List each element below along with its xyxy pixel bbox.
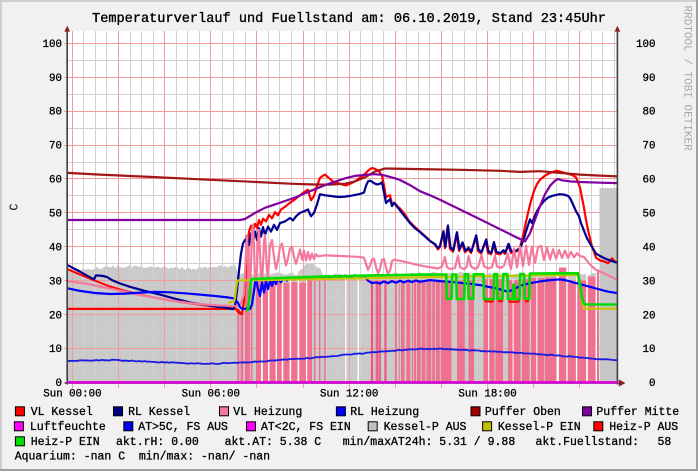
- svg-text:VL Kessel: VL Kessel: [31, 406, 93, 419]
- svg-text:Puffer Oben: Puffer Oben: [485, 406, 561, 419]
- svg-text:40: 40: [49, 242, 62, 254]
- svg-text:VL Heizung: VL Heizung: [233, 406, 302, 419]
- svg-text:40: 40: [643, 242, 656, 254]
- svg-text:90: 90: [49, 73, 62, 85]
- svg-text:58: 58: [658, 436, 672, 449]
- svg-text:AT>5C, FS AUS: AT>5C, FS AUS: [138, 421, 228, 434]
- svg-text:80: 80: [49, 107, 62, 119]
- svg-text:60: 60: [643, 175, 656, 187]
- svg-text:Kessel-P EIN: Kessel-P EIN: [498, 421, 581, 434]
- svg-text:akt.rH: 0.00: akt.rH: 0.00: [116, 436, 199, 449]
- svg-text:10: 10: [49, 344, 62, 356]
- svg-text:Heiz-P AUS: Heiz-P AUS: [609, 421, 678, 434]
- svg-text:Sun 18:00: Sun 18:00: [458, 389, 516, 401]
- svg-text:60: 60: [49, 175, 62, 187]
- svg-text:RRDTOOL / TOBI OETIKER: RRDTOOL / TOBI OETIKER: [681, 6, 693, 152]
- svg-text:50: 50: [643, 209, 656, 221]
- svg-text:0: 0: [649, 378, 655, 390]
- svg-text:Temperaturverlauf und Fuellsta: Temperaturverlauf und Fuellstand am: 06.…: [92, 12, 606, 27]
- svg-text:80: 80: [643, 107, 656, 119]
- svg-text:70: 70: [643, 141, 656, 153]
- svg-text:Sun 06:00: Sun 06:00: [182, 389, 240, 401]
- svg-text:RL Kessel: RL Kessel: [128, 406, 190, 419]
- svg-text:70: 70: [49, 141, 62, 153]
- svg-text:Sun 00:00: Sun 00:00: [43, 389, 101, 401]
- svg-text:100: 100: [636, 39, 655, 51]
- svg-text:RL Heizung: RL Heizung: [350, 406, 419, 419]
- svg-text:Kessel-P AUS: Kessel-P AUS: [384, 421, 467, 434]
- svg-text:100: 100: [43, 39, 62, 51]
- svg-text:AT<2C, FS EIN: AT<2C, FS EIN: [261, 421, 351, 434]
- svg-text:10: 10: [643, 344, 656, 356]
- svg-text:akt.AT: 5.38 C: akt.AT: 5.38 C: [225, 436, 322, 449]
- svg-text:Heiz-P EIN: Heiz-P EIN: [31, 436, 100, 449]
- svg-text:Aquarium: -nan C min/max: -na: Aquarium: -nan C min/max: -nan/ -nan: [15, 451, 270, 464]
- svg-text:Luftfeuchte: Luftfeuchte: [30, 421, 106, 434]
- svg-text:akt.Fuellstand:: akt.Fuellstand:: [536, 436, 640, 449]
- svg-text:50: 50: [49, 209, 62, 221]
- svg-text:20: 20: [49, 310, 62, 322]
- svg-text:30: 30: [49, 276, 62, 288]
- svg-text:30: 30: [643, 276, 656, 288]
- svg-text:Sun 12:00: Sun 12:00: [320, 389, 378, 401]
- svg-text:Puffer Mitte: Puffer Mitte: [596, 406, 679, 419]
- svg-text:20: 20: [643, 310, 656, 322]
- svg-text:90: 90: [643, 73, 656, 85]
- svg-text:C: C: [9, 203, 22, 210]
- svg-text:0: 0: [56, 378, 62, 390]
- svg-text:min/maxAT24h: 5.31 / 9.88: min/maxAT24h: 5.31 / 9.88: [343, 436, 516, 449]
